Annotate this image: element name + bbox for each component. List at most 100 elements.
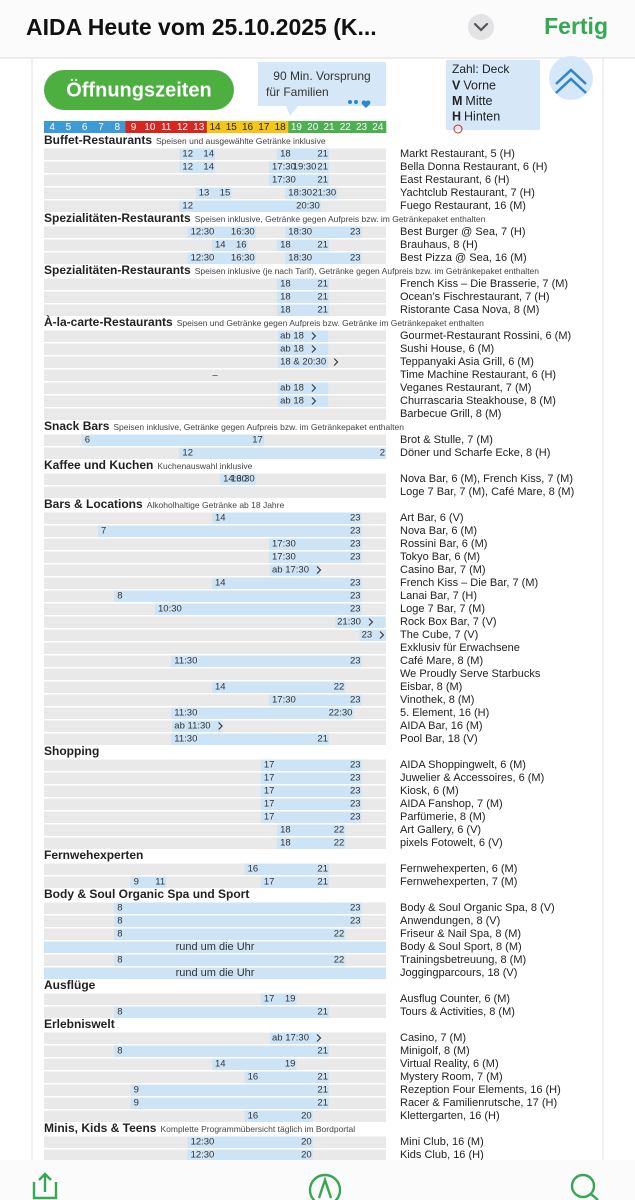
time-bar — [179, 447, 386, 459]
row-background — [44, 798, 386, 810]
row-background — [44, 538, 386, 550]
time-bar — [130, 1084, 329, 1096]
venue-name: Lanai Bar, 7 (H) — [400, 590, 477, 602]
hour-label: 24 — [372, 122, 384, 133]
venue-name: Brauhaus, 8 (H) — [400, 239, 478, 251]
row-background — [44, 642, 386, 654]
legend-label: Hinten — [464, 109, 500, 123]
time-bar — [172, 720, 223, 732]
toolbar-icons[interactable] — [32, 1172, 599, 1200]
row-background — [44, 759, 386, 771]
section-title: Buffet-Restaurants — [44, 133, 152, 147]
venue-name: AIDA Shoppingwelt, 6 (M) — [400, 759, 526, 771]
time-label: 8 — [117, 903, 122, 914]
time-label: 21 — [317, 240, 328, 251]
hour-label: 9 — [131, 122, 137, 133]
time-label: 17 — [264, 773, 275, 784]
time-label: 21:30 — [337, 617, 361, 628]
legend-label: Vorne — [463, 78, 496, 92]
time-bar — [98, 525, 362, 537]
venue-name: Anwendungen, 8 (V) — [400, 915, 500, 927]
time-bar — [244, 1110, 313, 1122]
time-label: ab 11:30 — [174, 721, 210, 732]
time-label: 8 — [117, 591, 122, 602]
row-background — [44, 278, 386, 290]
time-label: 16 — [248, 1111, 259, 1122]
time-label: 19:30 — [293, 162, 317, 173]
time-label: 11:30 — [174, 708, 197, 719]
time-label: 19 — [285, 994, 296, 1005]
hour-label: 10 — [144, 122, 156, 133]
hour-label: 21 — [323, 122, 335, 133]
hour-cell — [239, 121, 257, 133]
time-label: 18:30 — [288, 253, 312, 264]
hour-cell — [272, 121, 289, 133]
time-bar — [244, 1071, 329, 1083]
section-subtitle: Speisen inklusive, Getränke gegen Aufpre… — [195, 214, 486, 224]
time-label: 11:30 — [174, 734, 197, 745]
hour-cell — [353, 121, 371, 133]
hour-label: 22 — [340, 122, 352, 133]
time-label: 23 — [350, 253, 361, 264]
time-label: 23 — [350, 552, 361, 563]
hour-label: 8 — [115, 122, 121, 133]
venue-name: Body & Soul Organic Spa, 8 (V) — [400, 902, 555, 914]
section-title: À-la-carte-Restaurants — [44, 314, 173, 329]
time-label: 17 — [264, 799, 275, 810]
time-label: 21 — [317, 149, 328, 160]
time-label: 23 — [350, 695, 361, 706]
venue-name: Fernwehexperten, 6 (M) — [400, 863, 517, 875]
time-label: 23 — [350, 799, 361, 810]
time-bar — [187, 226, 256, 238]
row-background — [44, 369, 386, 381]
venue-name: Churrascaria Steakhouse, 8 (M) — [400, 395, 556, 407]
time-bar — [171, 733, 329, 745]
time-label: – — [212, 370, 218, 381]
hour-cell — [320, 121, 338, 133]
venue-name: Kids Club, 16 (H) — [400, 1149, 484, 1161]
section-subtitle: Kuchenauswahl inklusive — [157, 461, 252, 471]
title-menu[interactable] — [468, 14, 494, 40]
hour-cell — [255, 121, 273, 133]
time-bar — [114, 902, 362, 914]
hours-button — [44, 70, 234, 110]
time-label: 23 — [350, 513, 361, 524]
time-bar — [285, 226, 362, 238]
time-bar — [260, 811, 362, 823]
done-button[interactable]: Fertig — [544, 13, 608, 39]
time-label: 23 — [350, 786, 361, 797]
time-label: 21 — [317, 175, 328, 186]
hour-cell — [288, 121, 305, 133]
time-label: 21 — [317, 305, 328, 316]
section-title: Ausflüge — [44, 978, 96, 992]
time-label: 23 — [350, 604, 361, 615]
time-bar — [277, 239, 329, 251]
open-end-arrow — [218, 722, 223, 730]
hours-button-label: Öffnungszeiten — [66, 78, 212, 101]
time-bar — [212, 512, 362, 524]
venue-name: Time Machine Restaurant, 6 (H) — [400, 369, 556, 381]
legend-key: H — [452, 109, 461, 123]
venue-name: Kiosk, 6 (M) — [400, 785, 459, 797]
time-label: 15 — [220, 188, 231, 199]
time-label: 23 — [350, 916, 361, 927]
time-label: 14 — [203, 149, 214, 160]
scroll-top[interactable] — [549, 56, 593, 100]
row-background — [44, 1110, 386, 1122]
hour-cell — [125, 121, 143, 133]
time-label: 16:30 — [231, 474, 255, 485]
time-bar — [278, 356, 329, 368]
venue-name: Yachtclub Restaurant, 7 (H) — [400, 187, 535, 199]
time-label: 10:30 — [158, 604, 182, 615]
time-label: 22 — [334, 929, 345, 940]
time-label: 18 — [280, 825, 291, 836]
venue-name: Racer & Familienrutsche, 17 (H) — [400, 1097, 557, 1109]
time-label: 20 — [301, 1150, 312, 1161]
time-bar — [359, 629, 386, 641]
row-background — [44, 629, 386, 641]
row-background — [44, 1032, 386, 1044]
time-label: 8 — [117, 929, 122, 940]
time-label: 14 — [203, 162, 214, 173]
time-bar — [260, 759, 362, 771]
